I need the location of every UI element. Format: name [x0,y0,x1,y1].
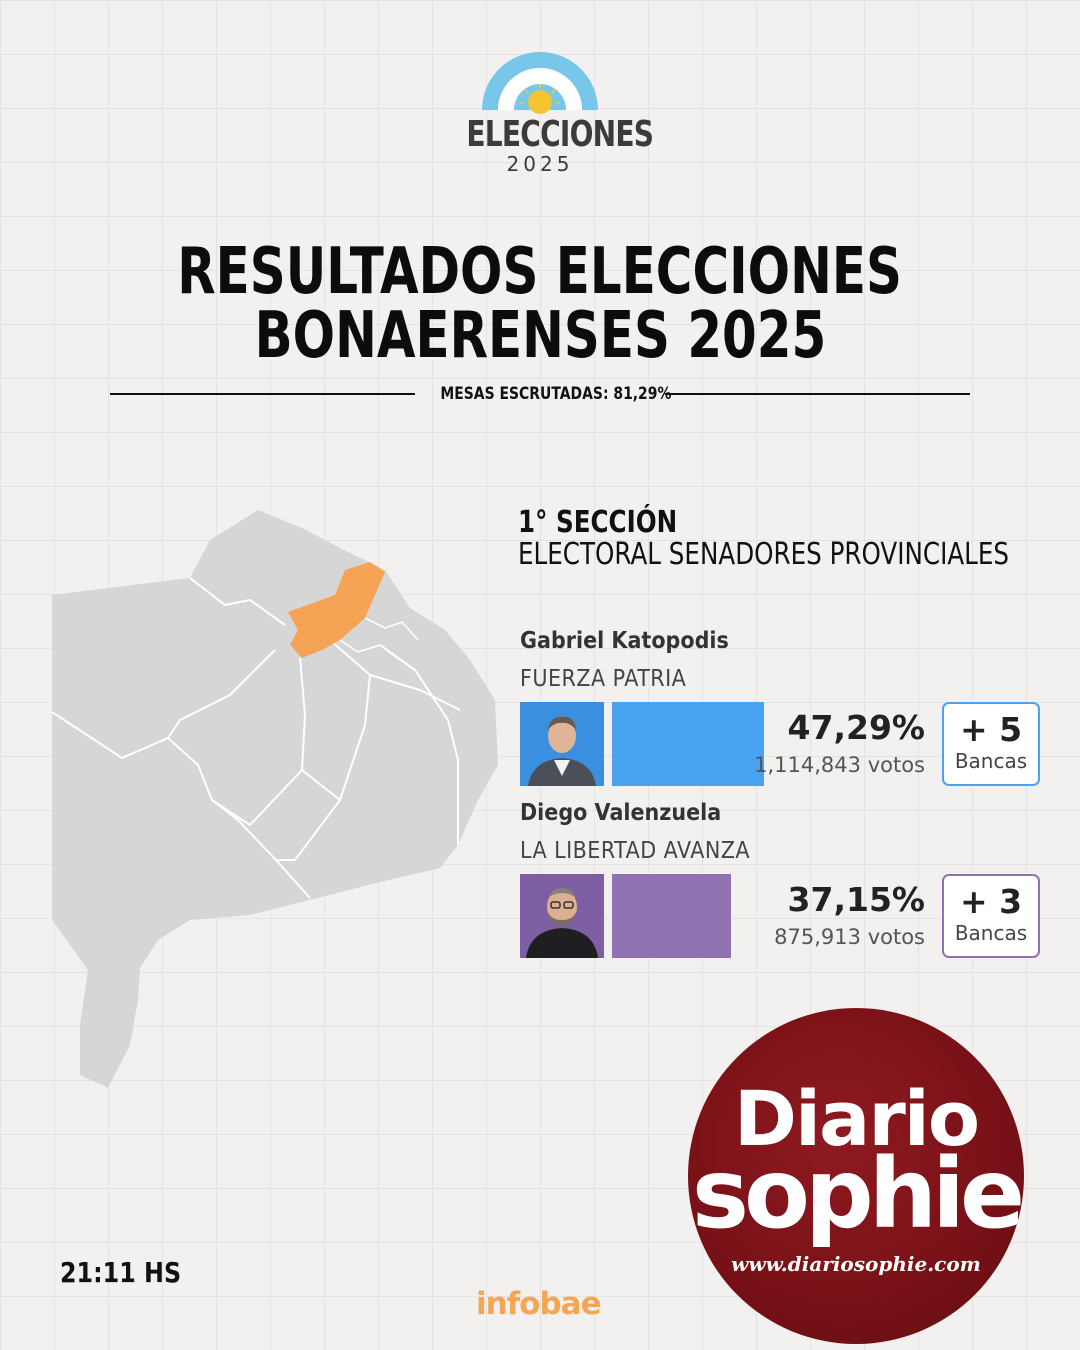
badge-line-1: Diario [733,1074,980,1163]
candidate-party: FUERZA PATRIA [520,666,687,692]
district-borders [51,577,461,899]
seats-box: + 3 Bancas [942,874,1040,958]
seats-label: Bancas [954,921,1028,945]
candidate-portrait-icon [520,874,604,958]
result-bar [612,702,764,786]
logo-word: ELECCIONES [466,114,654,155]
title-line-1: RESULTADOS ELECCIONES [177,235,903,309]
candidate-photo [520,874,604,958]
seats-count: + 3 [959,882,1023,921]
seats-box: + 5 Bancas [942,702,1040,786]
candidate-portrait-icon [520,702,604,786]
votes-count: 875,913 votos [774,925,925,949]
argentina-flag-arch-icon [482,52,598,114]
badge-line-2: sophie [691,1138,1024,1250]
candidate-name: Diego Valenzuela [520,800,722,826]
percent-value: 47,29% [787,708,925,747]
logo-year: 2025 [506,152,574,176]
update-time: 21:11 HS [60,1256,182,1289]
mesas-escrutadas: MESAS ESCRUTADAS: 81,29% [440,384,672,404]
candidate-photo [520,702,604,786]
divider-right [665,393,970,395]
seats-count: + 5 [959,710,1023,749]
elecciones-logo: ELECCIONES 2025 [440,48,654,178]
title-line-2: BONAERENSES 2025 [254,299,826,373]
percent-value: 37,15% [787,880,925,919]
primera-seccion-highlight [288,562,385,658]
section-title: 1° SECCIÓN [518,505,678,540]
section-subtitle: ELECTORAL SENADORES PROVINCIALES [518,537,1010,572]
candidate-party: LA LIBERTAD AVANZA [520,838,751,864]
seats-label: Bancas [954,749,1028,773]
candidate-name: Gabriel Katopodis [520,628,729,654]
result-bar [612,874,731,958]
divider-left [110,393,415,395]
source-logo: infobae [476,1286,602,1322]
badge-url: www.diariosophie.com [731,1252,981,1276]
buenos-aires-province-map [51,510,498,1088]
page-title: RESULTADOS ELECCIONES BONAERENSES 2025 [40,240,1040,368]
metro-borders [339,617,419,661]
votes-count: 1,114,843 votos [754,753,925,777]
diario-sophie-badge: Diario sophie www.diariosophie.com [688,1008,1024,1344]
